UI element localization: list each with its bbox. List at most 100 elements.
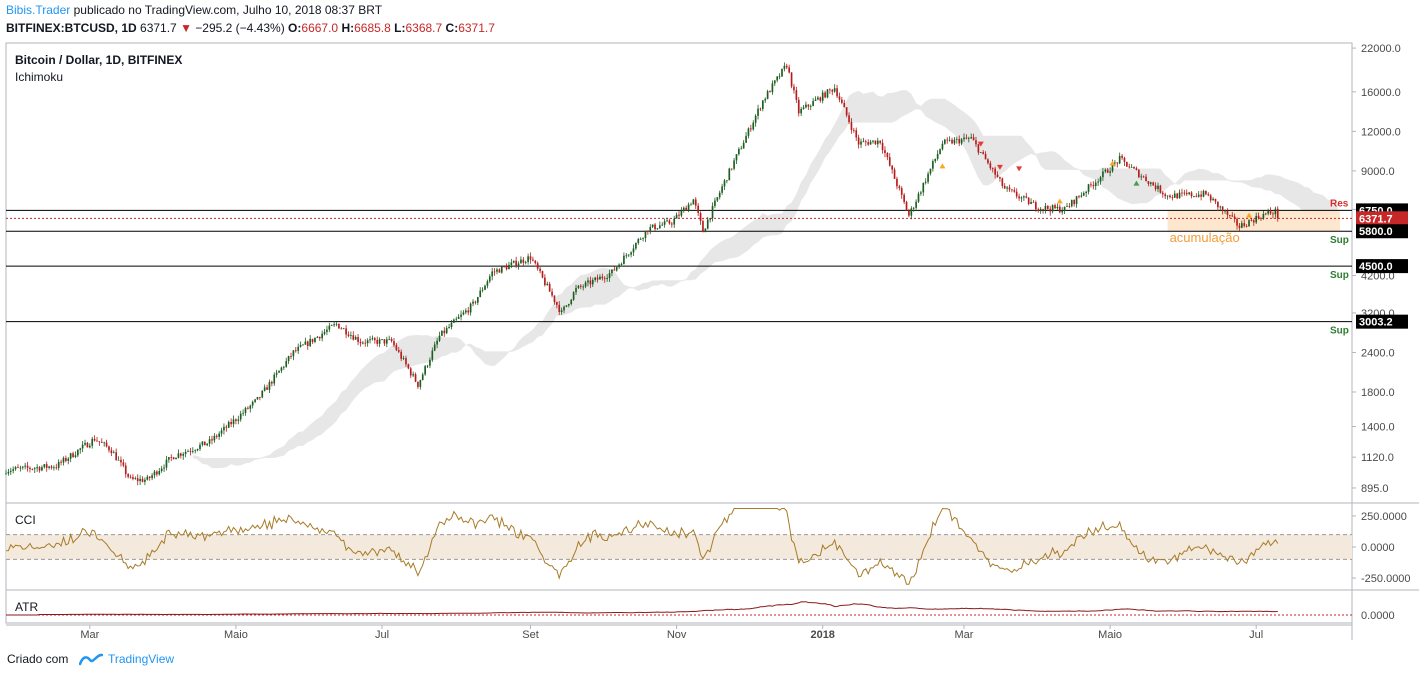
candle-body (1020, 197, 1023, 199)
candle-body (951, 139, 953, 144)
footer-brand[interactable]: TradingView (79, 652, 174, 666)
candle-body (1078, 196, 1080, 198)
candle-body (903, 194, 905, 203)
price-change: −295.2 (−4.43%) (195, 21, 285, 35)
candle-body (852, 129, 855, 131)
candle-body (773, 80, 776, 84)
price-tick-label: 9000.0 (1361, 166, 1395, 178)
candle-body (836, 88, 838, 97)
candle-body (1178, 192, 1181, 199)
candle-body (960, 139, 963, 144)
candle-body (24, 465, 26, 467)
candle-body (211, 439, 213, 441)
candle-body (17, 467, 19, 468)
candle-body (884, 150, 886, 153)
level-tag-box (1356, 211, 1408, 226)
candle-body (740, 148, 743, 150)
candle-body (448, 326, 450, 328)
candle-body (769, 91, 771, 93)
author-link[interactable]: Bibis.Trader (6, 3, 71, 17)
price-tick-label: 22000.0 (1361, 43, 1401, 55)
candle-body (127, 474, 129, 477)
signal-marker (939, 163, 946, 169)
candle-body (1042, 208, 1044, 210)
candle-body (182, 454, 185, 456)
candle-body (412, 374, 414, 376)
candle-body (850, 122, 853, 130)
candle-body (534, 260, 537, 264)
candle-body (297, 346, 300, 351)
candle-body (601, 276, 604, 279)
candle-body (1231, 215, 1234, 217)
candle-body (766, 91, 769, 99)
candle-body (642, 238, 644, 239)
candle-body (141, 478, 144, 482)
candle-body (759, 108, 762, 110)
candle-body (72, 453, 74, 458)
candle-body (783, 65, 786, 69)
candle-body (1260, 218, 1262, 219)
candle-body (939, 149, 941, 155)
candle-body (405, 358, 407, 365)
candle-body (314, 337, 316, 342)
candle-body (886, 152, 889, 158)
candle-body (675, 214, 678, 219)
price-chart[interactable]: 22000.016000.012000.09000.06800.04200.03… (0, 40, 1426, 648)
candle-body (611, 269, 613, 274)
level-tag-box (1356, 259, 1408, 274)
candle-body (987, 159, 989, 164)
candle-body (218, 433, 220, 437)
horizontal-levels (6, 209, 1352, 323)
candle-body (366, 340, 369, 344)
candle-body (819, 97, 822, 101)
candle-body (685, 207, 688, 211)
candle-body (457, 316, 460, 319)
candle-body (98, 441, 101, 443)
candle-body (944, 139, 946, 144)
candle-body (249, 405, 252, 409)
candle-body (754, 115, 757, 123)
signal-marker (1016, 166, 1023, 172)
candle-body (1092, 184, 1095, 187)
candle-body (395, 345, 398, 351)
cci-label: CCI (15, 513, 36, 527)
candle-body (491, 271, 494, 277)
candle-body (323, 331, 326, 334)
candle-body (860, 141, 862, 145)
candle-body (57, 461, 60, 468)
atr-axis: 0.0000 (1361, 610, 1395, 622)
candle-body (742, 142, 745, 149)
candle-body (1147, 181, 1150, 184)
candle-body (1276, 208, 1279, 219)
price-tick-label: 1800.0 (1361, 387, 1395, 399)
candle-body (486, 281, 489, 286)
candle-body (1030, 202, 1032, 205)
candle-body (1097, 181, 1099, 183)
candle-body (663, 221, 666, 225)
candle-body (807, 104, 810, 107)
candle-body (565, 305, 568, 307)
candle-body (608, 273, 611, 279)
candle-body (699, 213, 702, 222)
candle-body (302, 344, 304, 346)
candle-body (1274, 208, 1277, 215)
candle-body (647, 230, 649, 232)
candle-body (21, 466, 24, 468)
candle-body (999, 177, 1001, 179)
candle-body (723, 180, 726, 187)
candle-body (970, 137, 973, 139)
candle-body (752, 122, 755, 130)
candle-body (690, 204, 692, 206)
candle-body (1135, 168, 1138, 170)
candle-body (515, 260, 517, 267)
candle-body (635, 242, 637, 249)
candle-body (1142, 176, 1145, 178)
candle-body (1063, 206, 1066, 211)
candle-body (522, 259, 525, 263)
candle-body (1068, 206, 1071, 207)
candle-body (692, 199, 695, 205)
candle-body (843, 102, 846, 108)
candle-body (977, 144, 980, 153)
candle-body (1145, 176, 1147, 182)
candle-body (481, 289, 484, 291)
